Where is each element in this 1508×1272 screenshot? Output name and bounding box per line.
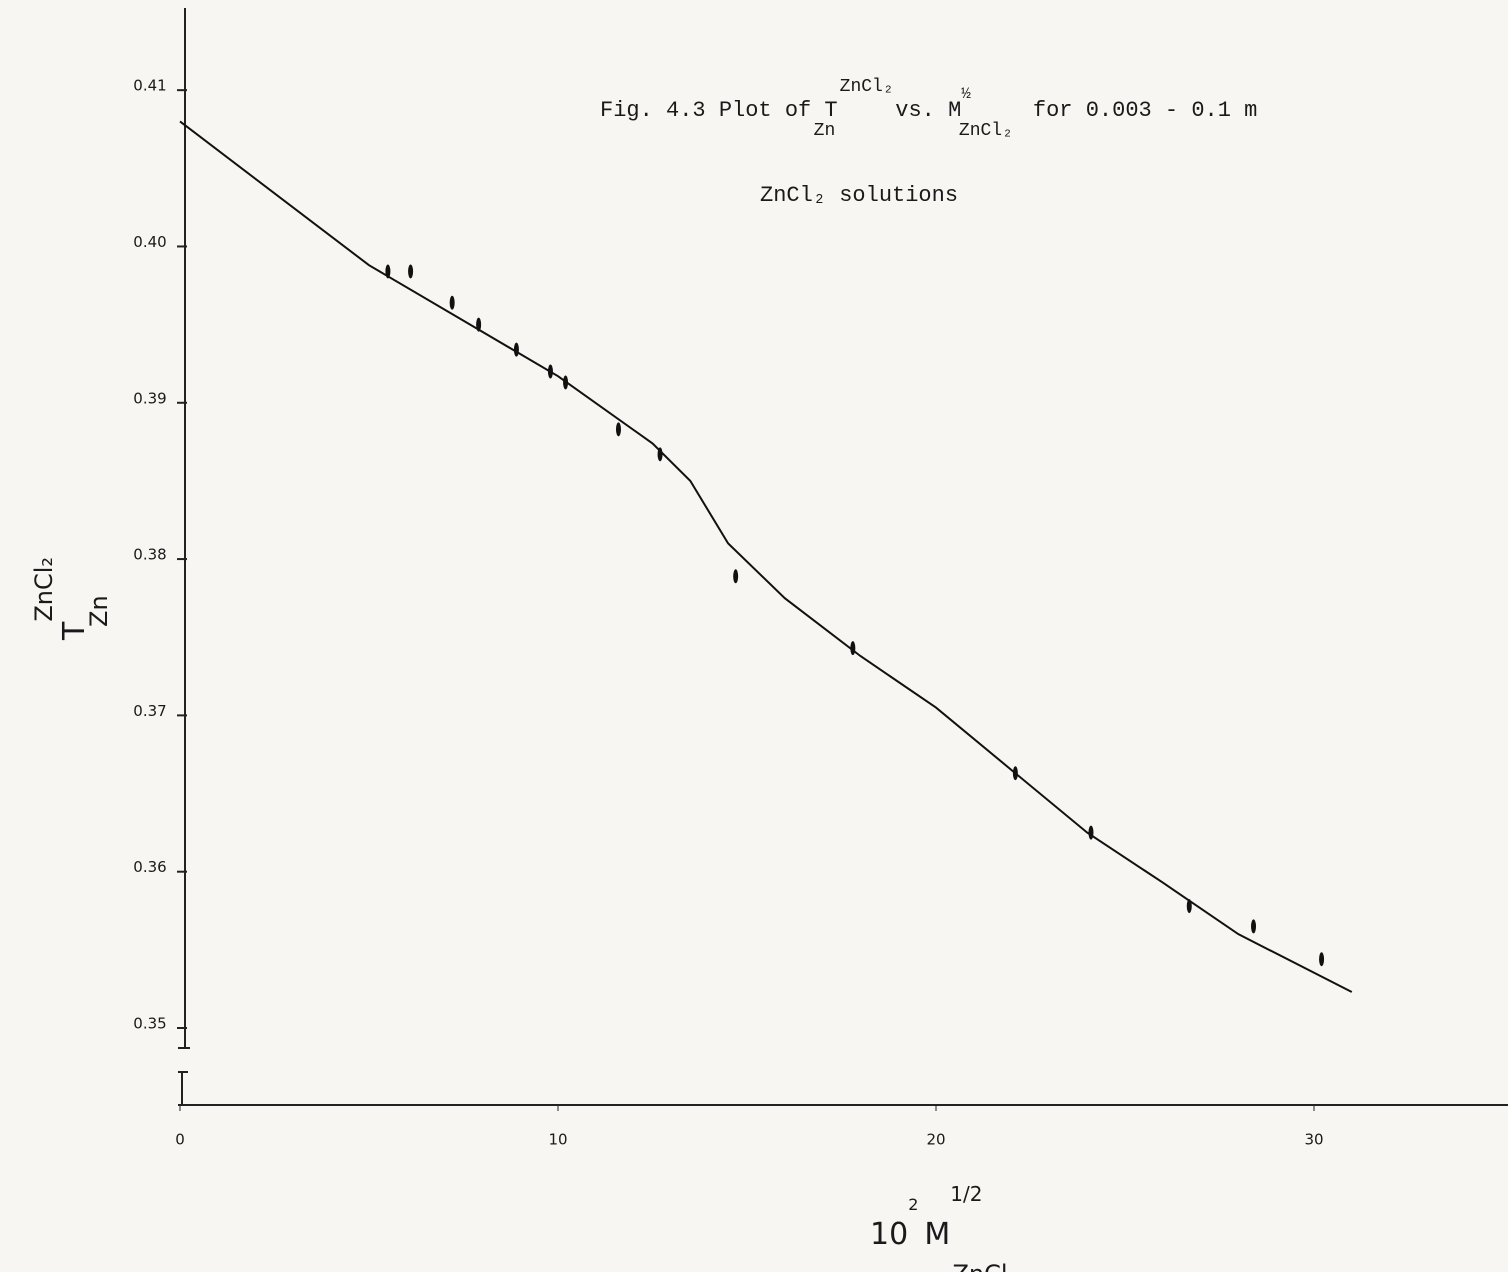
fit-line: [179, 120, 1353, 993]
y-tick-label: 0.35: [133, 1015, 166, 1033]
title-part: ZnCl₂: [959, 121, 1013, 141]
x-label: 102M1/2 ZnCl₂: [870, 1182, 1017, 1272]
y-tick-label: 0.40: [133, 233, 166, 251]
data-point: [1088, 825, 1094, 840]
y-tick-label: 0.39: [133, 389, 166, 407]
x-label-part: 10: [870, 1217, 908, 1252]
y-tick-label: 0.41: [133, 77, 166, 95]
title-part: ZnCl₂: [840, 77, 894, 97]
y-label-part: T: [57, 621, 92, 641]
x-label-part: M: [924, 1217, 950, 1252]
title-part: for 0.003 - 0.1 m: [1033, 98, 1257, 123]
title-part: Zn: [814, 121, 836, 141]
y-tick-label: 0.37: [133, 702, 166, 720]
title: Fig. 4.3 Plot of TZnCl₂ Znvs. M½ ZnCl₂for …: [600, 77, 1257, 141]
title-line2: ZnCl₂ solutions: [760, 183, 958, 208]
data-point: [1251, 919, 1257, 934]
x-label-part: ZnCl₂: [952, 1260, 1017, 1272]
title-part: ½: [961, 85, 971, 103]
data-point: [733, 569, 739, 584]
y-tick-label: 0.38: [133, 546, 166, 564]
y-label-part: ZnCl₂: [30, 557, 58, 622]
x-tick-label: 30: [1304, 1131, 1323, 1149]
data-point: [408, 264, 414, 279]
x-tick-label: 10: [548, 1131, 567, 1149]
x-label-part: 2: [908, 1195, 918, 1214]
x-tick-label: 20: [926, 1131, 945, 1149]
data-point: [449, 295, 455, 310]
x-label-part: 1/2: [950, 1182, 982, 1206]
y-label: TZnCl₂ Zn: [30, 557, 113, 641]
x-tick-label: 0: [175, 1131, 185, 1149]
y-tick-label: 0.36: [133, 858, 166, 876]
y-label-part: Zn: [85, 595, 113, 627]
title-part: vs. M: [895, 98, 961, 123]
data-point: [1319, 952, 1325, 967]
title-part: Fig. 4.3 Plot of T: [600, 98, 838, 123]
data-point: [615, 422, 621, 437]
